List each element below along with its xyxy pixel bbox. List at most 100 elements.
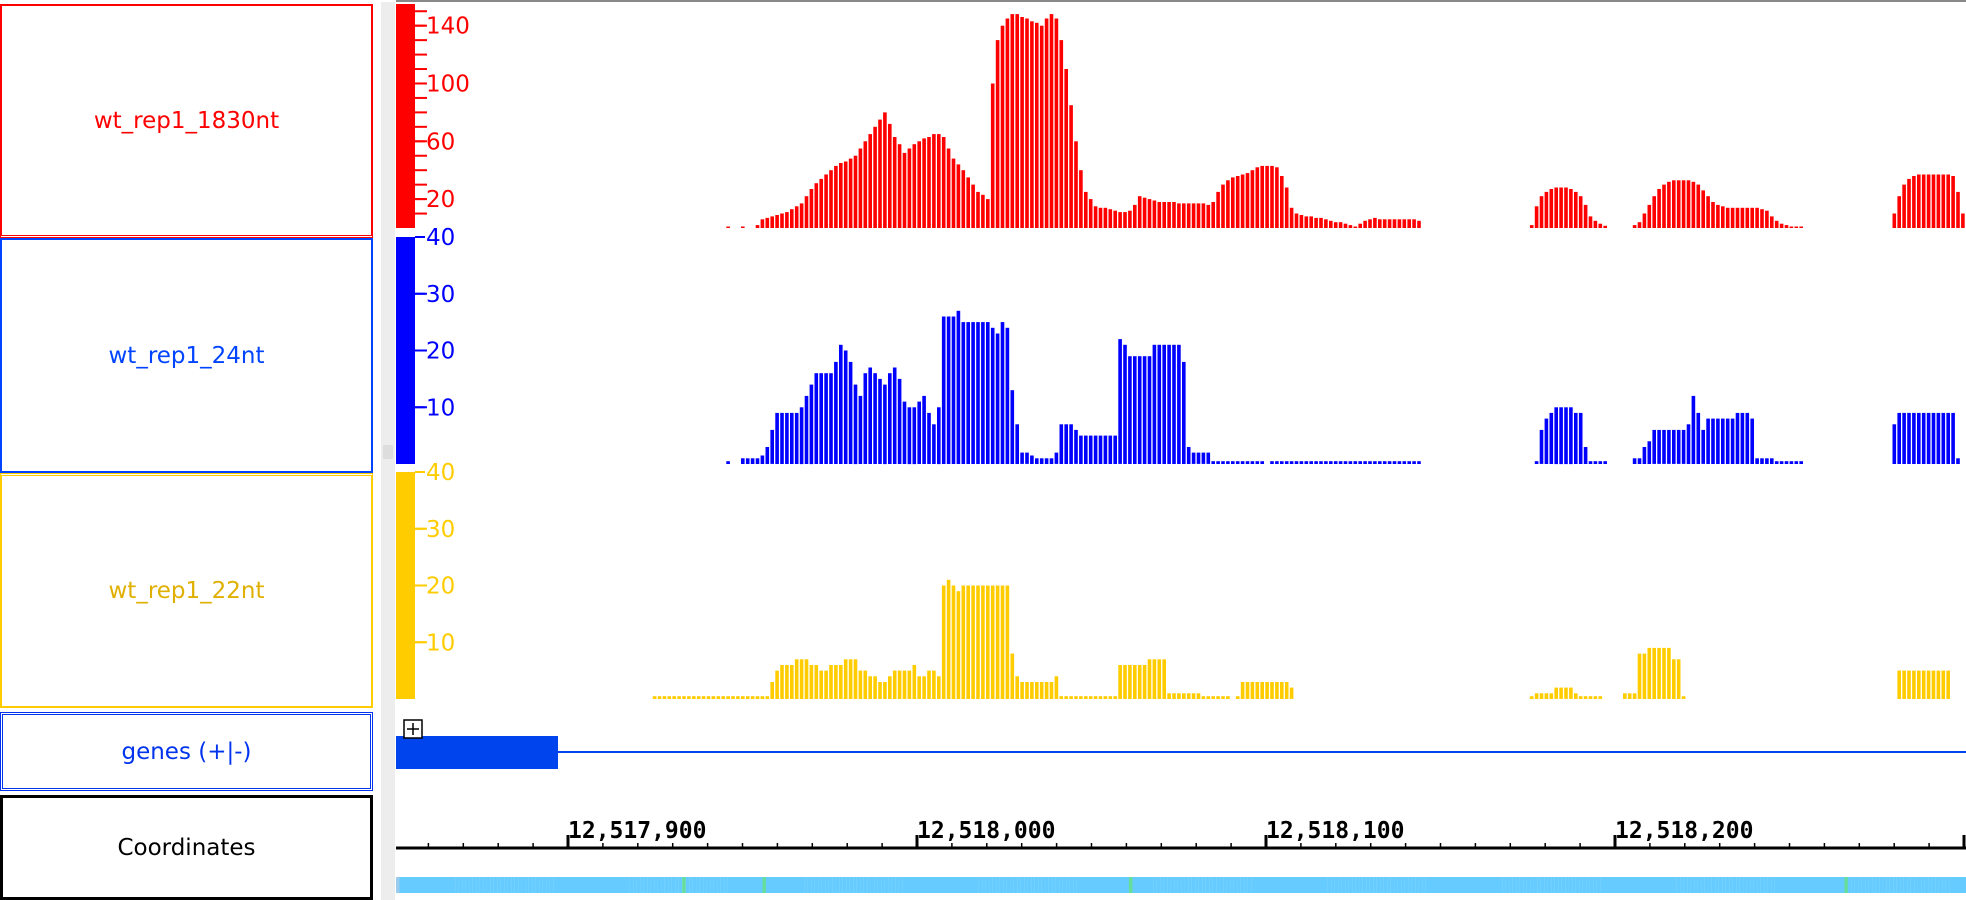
coverage-bar <box>878 682 882 699</box>
coverage-bar <box>1378 219 1382 228</box>
coverage-bar <box>1583 447 1588 464</box>
coverage-bar <box>1216 191 1220 228</box>
sequence-base <box>1024 877 1028 893</box>
coverage-bar <box>780 412 784 464</box>
coverage-bar <box>775 215 779 228</box>
sequence-base <box>926 877 931 893</box>
sequence-base <box>779 877 784 893</box>
coverage-bar <box>687 696 691 699</box>
track-22nt[interactable]: 40 30 20 10 <box>396 460 1950 699</box>
coverage-bar <box>1059 696 1064 699</box>
sequence-base <box>1778 877 1782 893</box>
coverage-bar <box>1270 165 1274 228</box>
coverage-bar <box>1623 693 1627 699</box>
track-24nt[interactable]: 40 30 20 10 <box>396 225 1960 465</box>
sequence-base <box>1429 877 1433 893</box>
sequence-base <box>1575 877 1580 893</box>
coverage-bar <box>1005 18 1010 228</box>
coverage-bar <box>1373 461 1377 464</box>
coverage-bar <box>1255 461 1260 464</box>
coverage-bar <box>780 665 784 699</box>
coverage-bar <box>1348 461 1353 464</box>
sequence-base <box>1191 877 1196 893</box>
sequence-base <box>1062 877 1067 893</box>
sequence-base <box>1687 877 1691 893</box>
sequence-base <box>1746 877 1751 893</box>
coverage-bar <box>990 83 995 228</box>
sequence-base <box>1338 877 1342 893</box>
coverage-bar <box>1265 165 1269 228</box>
coverage-bar <box>1941 412 1946 464</box>
coverage-bar <box>1603 225 1607 228</box>
gene-feature[interactable] <box>396 736 558 769</box>
coverage-bar <box>701 696 706 699</box>
coverage-bar <box>1578 412 1583 464</box>
sequence-base <box>608 877 613 893</box>
coverage-bar <box>1917 670 1921 699</box>
sequence-base <box>598 877 602 893</box>
sequence-base <box>1149 877 1154 893</box>
coverage-bar <box>1030 455 1034 464</box>
track-label-coordinates[interactable]: Coordinates <box>0 795 373 900</box>
sequence-base <box>1415 877 1419 893</box>
sequence-base <box>1258 877 1262 893</box>
coverage-bar <box>1681 696 1686 699</box>
sequence-base <box>1359 877 1363 893</box>
sequence-base <box>1132 877 1136 893</box>
track-1830nt[interactable]: 140 100 60 20 <box>396 4 1966 229</box>
sequence-base <box>1959 877 1964 893</box>
sequence-base <box>1914 877 1918 893</box>
sequence-base <box>532 877 536 893</box>
track-label-22nt[interactable]: wt_rep1_22nt <box>0 473 373 708</box>
coverage-bar <box>809 189 814 228</box>
coverage-bar <box>917 401 921 464</box>
sequence-base <box>1872 877 1876 893</box>
genes-track[interactable] <box>396 719 1966 769</box>
sequence-base <box>1142 877 1147 893</box>
sequence-base <box>483 877 487 893</box>
coverage-bar <box>1309 461 1313 464</box>
sequence-base <box>1830 877 1834 893</box>
sequence-base <box>1757 877 1761 893</box>
sequence-base <box>486 877 491 893</box>
sequence-base <box>1198 877 1203 893</box>
sequence-base <box>1146 877 1150 893</box>
sequence-base <box>1041 877 1046 893</box>
coverage-bar <box>917 676 921 699</box>
coverage-bar <box>1941 670 1946 699</box>
track-label-24nt[interactable]: wt_rep1_24nt <box>0 238 373 473</box>
coverage-bar <box>1711 202 1715 228</box>
scrollbar-thumb[interactable] <box>383 445 393 459</box>
sequence-base <box>724 877 728 893</box>
sequence-base <box>1659 877 1663 893</box>
coverage-bar <box>1892 424 1897 464</box>
coverage-bar <box>829 373 833 464</box>
sequence-base <box>1547 877 1552 893</box>
sequence-base <box>1390 877 1395 893</box>
sequence-base <box>650 877 655 893</box>
axis-tick-label: 30 <box>426 517 455 543</box>
sequence-base <box>1055 877 1060 893</box>
coverage-bar <box>1921 174 1926 228</box>
track-label-genes[interactable]: genes (+|-) <box>0 712 373 791</box>
coverage-bar <box>1417 461 1421 464</box>
plus-square-icon[interactable] <box>403 719 423 739</box>
sequence-base <box>1788 877 1793 893</box>
coverage-bar <box>897 378 902 464</box>
sequence-base <box>1697 877 1702 893</box>
coverage-bar <box>1025 682 1029 699</box>
sequence-base <box>1362 877 1367 893</box>
coverage-bar <box>1333 461 1338 464</box>
coverage-bar <box>1672 429 1676 464</box>
sequence-base <box>1345 877 1349 893</box>
sequence-base <box>1223 877 1227 893</box>
coverage-bar <box>1123 665 1127 699</box>
track-label-1830nt[interactable]: wt_rep1_1830nt <box>0 4 373 238</box>
sequence-base <box>1760 877 1765 893</box>
coverage-bar <box>1667 181 1671 228</box>
sequence-base <box>528 877 533 893</box>
coverage-bar <box>912 665 917 699</box>
sequence-base <box>1816 877 1820 893</box>
sequence-base <box>521 877 526 893</box>
